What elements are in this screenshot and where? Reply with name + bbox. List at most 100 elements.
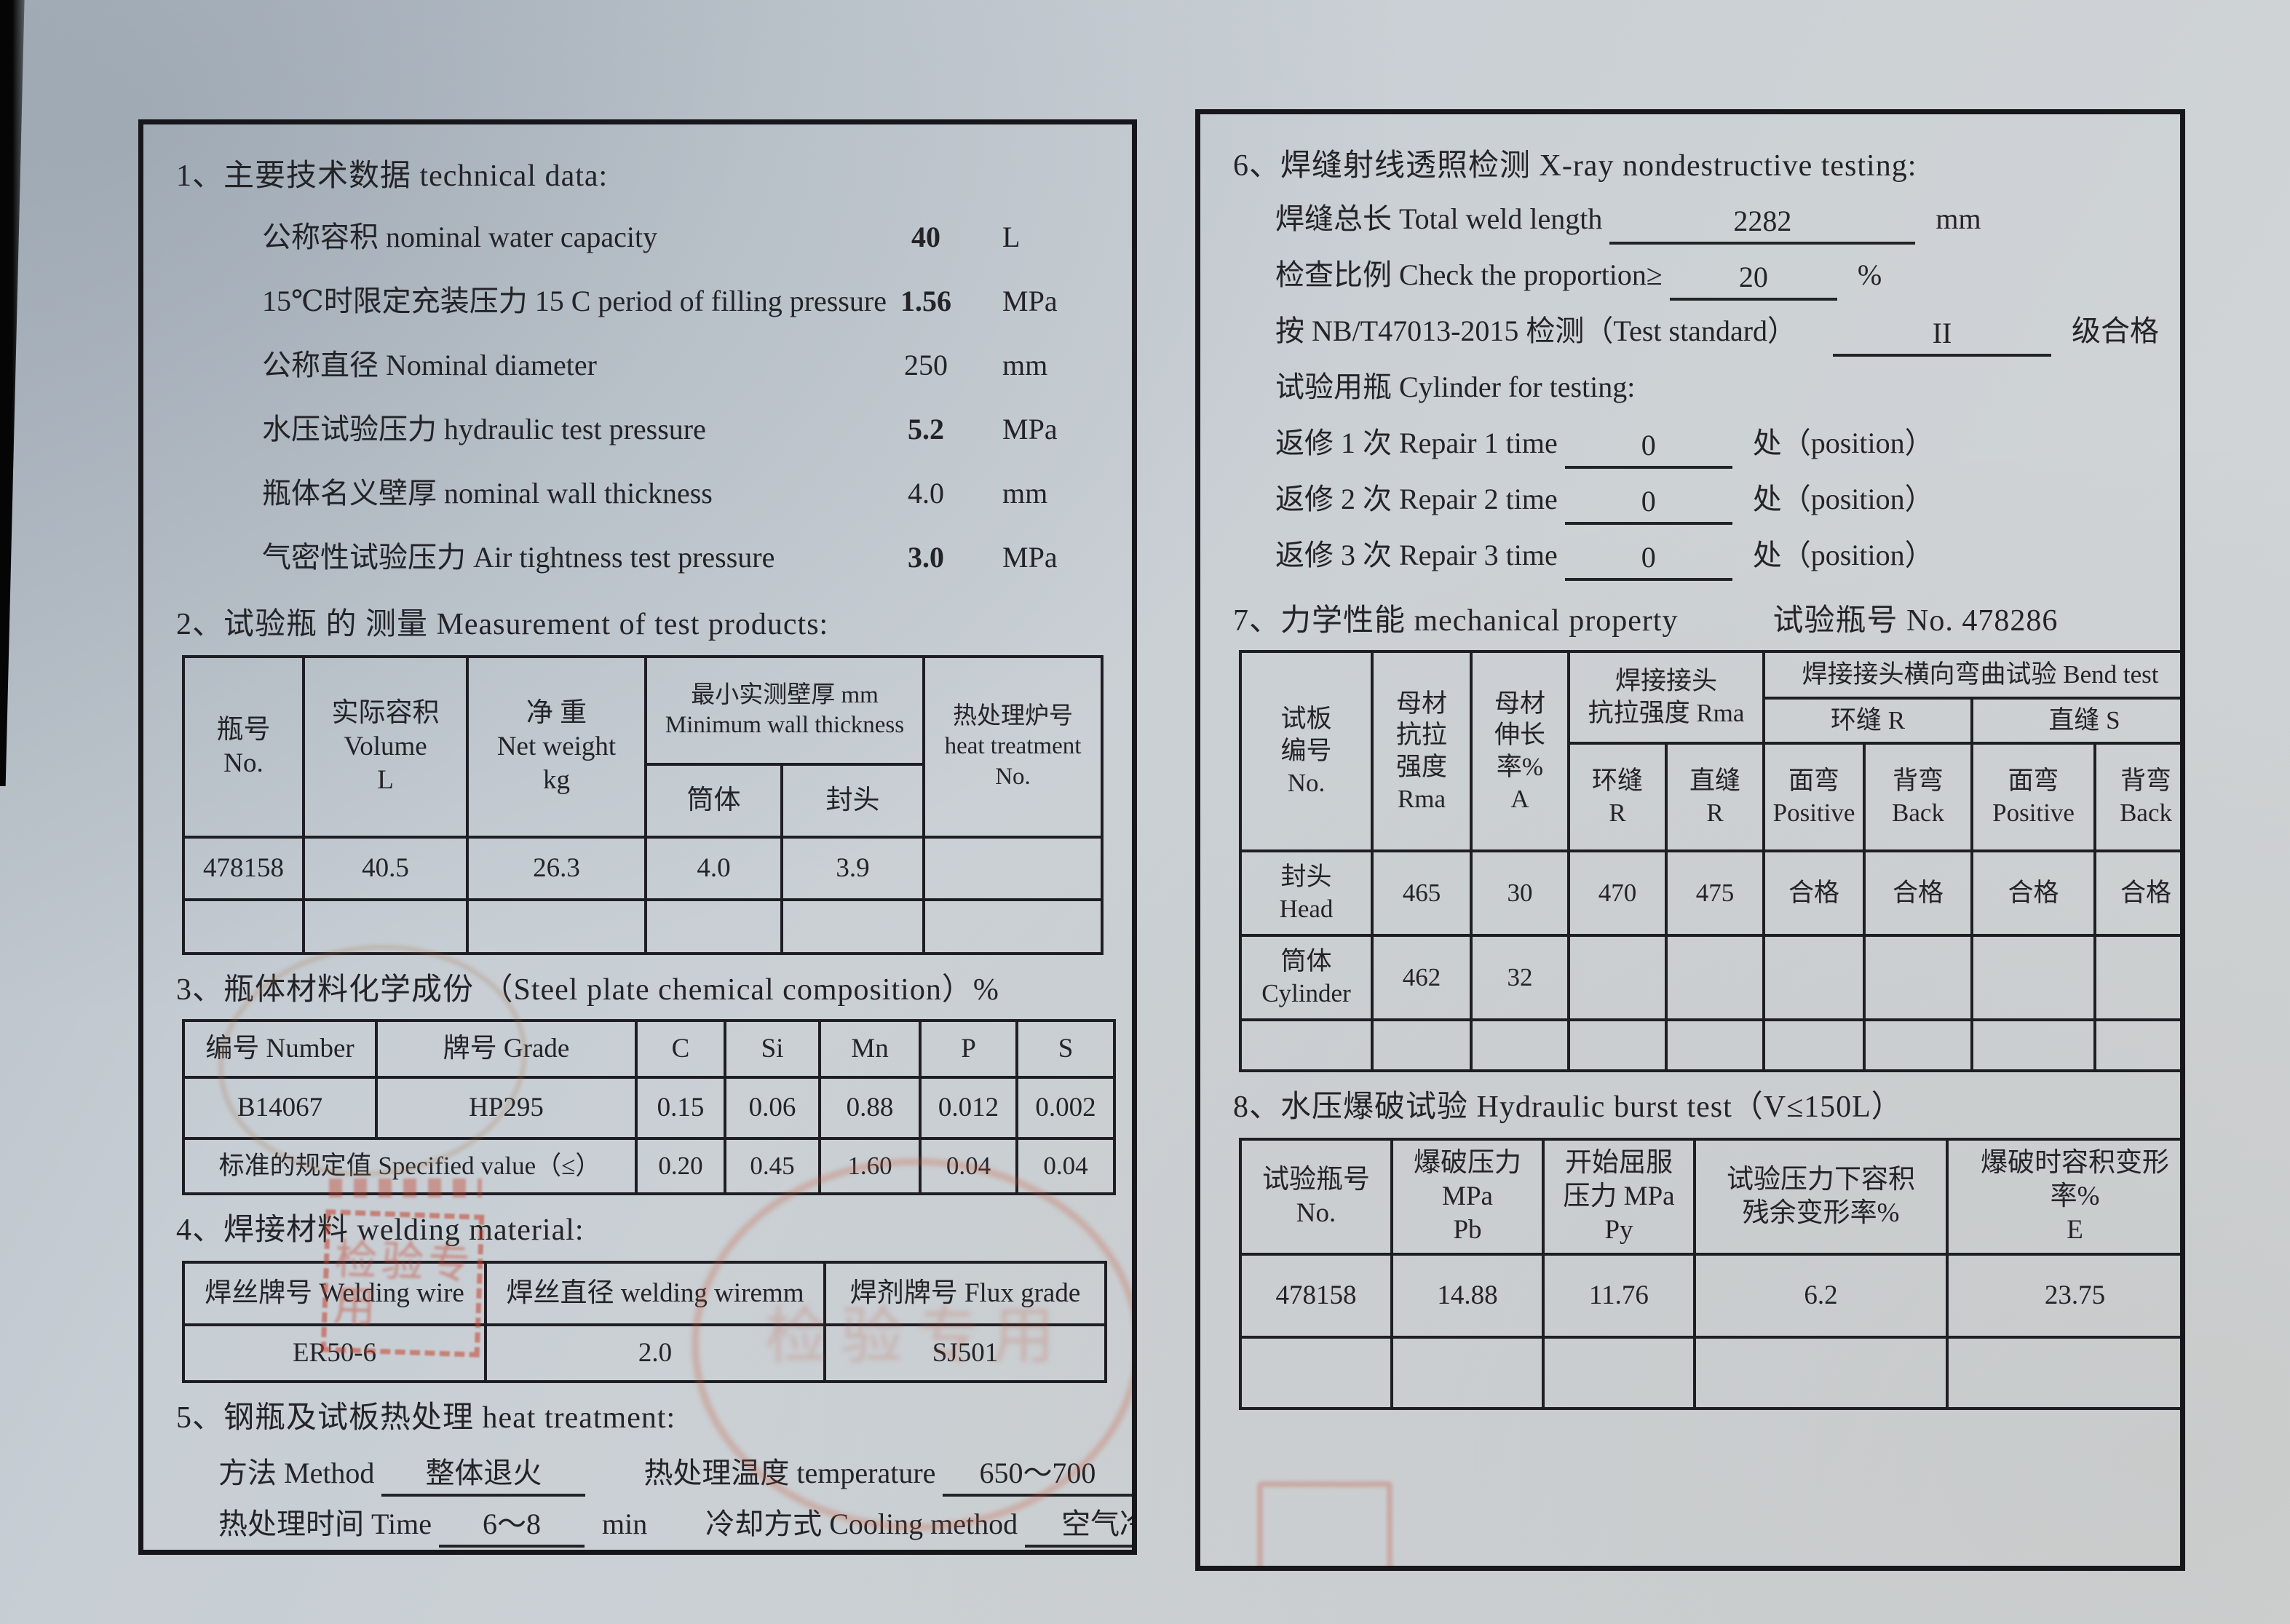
col-header-base-tensile: 母材 抗拉 强度 Rma [1371,650,1473,852]
spec-label: 水压试验压力 hydraulic test pressure [262,413,706,445]
time-label: 热处理时间 Time [218,1508,432,1540]
col-header-face-bend-2: 面弯 Positive [1970,742,2097,852]
cooling-label: 冷却方式 Cooling method [705,1508,1018,1540]
col-header-number: 编号 Number [182,1019,378,1079]
spec-value: 250 [904,349,948,381]
col-header-back-bend-1: 背弯 Back [1863,742,1974,852]
col-header-head: 封头 [780,763,925,839]
col-header-grade: 牌号 Grade [375,1019,638,1079]
repair1-line: 返修 1 次 Repair 1 time 0 处（position） [1233,418,2151,474]
spec-unit: MPa [1002,413,1058,445]
right-page-content: 6、焊缝射线透照检测 X-ray nondestructive testing:… [1200,114,2180,1566]
col-header-burst-deformation: 爆破时容积变形 率% E [1946,1138,2180,1256]
test-standard-value: II [1833,313,2052,357]
measurement-table: 瓶号 No. 实际容积 Volume L 净 重 Net weight kg 最… [182,655,1104,955]
left-page-content: 1、主要技术数据 technical data: 公称容积 nominal wa… [143,124,1132,1550]
cell-flux-grade: SJ501 [823,1323,1107,1383]
cylinder-for-testing-label: 试验用瓶 Cylinder for testing: [1275,371,1636,403]
certificate-left-page: 1、主要技术数据 technical data: 公称容积 nominal wa… [138,119,1137,1555]
repair-position-suffix: 处（position） [1752,427,1934,459]
col-header-si: Si [724,1019,821,1079]
table-row-cylinder: 筒体 Cylinder 462 32 [1239,934,2180,1021]
chemical-composition-table: 编号 Number 牌号 Grade C Si Mn P S B14067 HP… [182,1019,1116,1195]
col-header-weld-tensile: 焊接接头 抗拉强度 Rma [1566,650,1766,745]
spec-value: 40 [911,221,940,253]
cooling-value: 空气冷却 [1025,1504,1132,1548]
col-header-volume: 实际容积 Volume L [302,655,469,839]
repair2-line: 返修 2 次 Repair 2 time 0 处（position） [1233,474,2151,530]
section7-bottle-no: 试验瓶号 No. 478286 [1772,604,2059,638]
col-header-bottle-no: 瓶号 No. [182,655,305,839]
check-proportion-line: 检查比例 Check the proportion≥ 20 % [1233,250,2151,306]
repair1-value: 0 [1564,425,1732,469]
repair2-value: 0 [1564,481,1732,525]
spec-label: 15℃时限定充装压力 15 C period of filling pressu… [262,285,887,317]
col-header-burst-pressure: 爆破压力 MPa Pb [1390,1138,1545,1256]
spec-row-air-tightness: 气密性试验压力 Air tightness test pressure 3.0 … [176,526,1103,590]
spec-row-diameter: 公称直径 Nominal diameter 250 mm [176,333,1103,397]
spec-row-capacity: 公称容积 nominal water capacity 40 L [176,205,1103,269]
check-proportion-value: 20 [1669,257,1837,301]
weld-length-line: 焊缝总长 Total weld length 2282 mm [1233,194,2151,250]
col-header-face-bend-1: 面弯 Positive [1762,742,1866,852]
col-header-straight-seam-r: 直缝 R [1664,742,1766,852]
cell-net-weight: 26.3 [466,836,647,901]
col-header-c: C [635,1019,726,1079]
table-row-specified: 标准的规定值 Specified value（≤） 0.20 0.45 1.60… [182,1137,1116,1195]
cell-welding-wire: ER50-6 [182,1323,487,1383]
method-label: 方法 Method [218,1457,375,1489]
spec-row-filling-pressure: 15℃时限定充装压力 15 C period of filling pressu… [176,269,1103,333]
cell-specified-label: 标准的规定值 Specified value（≤） [182,1137,638,1195]
section3-title: 3、瓶体材料化学成份 （Steel plate chemical composi… [176,973,999,1007]
section7-title: 7、力学性能 mechanical property [1233,604,1679,638]
cell-volume: 40.5 [302,836,469,901]
section5-title: 5、钢瓶及试板热处理 heat treatment: [176,1401,676,1435]
col-header-min-wall: 最小实测壁厚 mm Minimum wall thickness [644,655,925,766]
cylinder-for-testing-line: 试验用瓶 Cylinder for testing: [1233,362,2151,418]
spec-unit: mm [1002,477,1048,510]
repair1-label: 返修 1 次 Repair 1 time [1275,427,1558,459]
col-header-furnace-no: 热处理炉号 heat treatment No. [922,655,1104,839]
col-header-p: P [919,1019,1018,1079]
spec-unit: L [1002,221,1021,253]
col-header-mn: Mn [818,1019,922,1079]
col-header-bend-test: 焊接接头横向弯曲试验 Bend test [1762,650,2180,700]
welding-material-table: 焊丝牌号 Welding wire 焊丝直径 welding wiremm 焊剂… [182,1261,1107,1383]
col-header-base-elongation: 母材 伸长 率% A [1470,650,1570,852]
spec-value: 5.2 [908,413,944,445]
table-row-empty [1239,1018,2180,1072]
col-header-bottle-no: 试验瓶号 No. [1239,1138,1393,1256]
col-header-specimen-no: 试板 编号 No. [1239,650,1374,852]
hydraulic-burst-table: 试验瓶号 No. 爆破压力 MPa Pb 开始屈服 压力 MPa Py 试验压力… [1239,1138,2180,1410]
spec-value: 3.0 [908,541,944,574]
spec-value: 4.0 [908,477,944,510]
section4-title: 4、焊接材料 welding material: [176,1213,585,1247]
spec-label: 公称容积 nominal water capacity [262,221,658,253]
table-row: ER50-6 2.0 SJ501 [182,1323,1107,1383]
mechanical-property-table: 试板 编号 No. 母材 抗拉 强度 Rma 母材 伸长 率% A 焊接接头 抗… [1239,650,2180,1072]
section1-title: 1、主要技术数据 technical data: [176,159,609,193]
cell-grade: HP295 [375,1076,638,1140]
repair3-line: 返修 3 次 Repair 3 time 0 处（position） [1233,530,2151,586]
cell-number: B14067 [182,1076,378,1140]
col-header-flux-grade: 焊剂牌号 Flux grade [823,1261,1107,1326]
technical-data-list: 公称容积 nominal water capacity 40 L 15℃时限定充… [176,205,1103,590]
section2-title: 2、试验瓶 的 测量 Measurement of test products: [176,608,829,641]
time-unit: min [602,1508,648,1540]
method-value: 整体退火 [381,1453,586,1497]
col-header-residual-deformation: 试验压力下容积 残余变形率% [1693,1138,1949,1256]
spec-unit: MPa [1002,285,1058,317]
test-standard-line: 按 NB/T47013-2015 检测（Test standard） II 级合… [1233,306,2159,362]
col-header-back-bend-2: 背弯 Back [2093,742,2180,852]
weld-length-unit: mm [1936,202,1981,235]
time-value: 6～8 [439,1504,585,1548]
table-row: B14067 HP295 0.15 0.06 0.88 0.012 0.002 [182,1076,1116,1140]
temperature-value: 650～700 [943,1453,1132,1497]
repair-position-suffix: 处（position） [1752,539,1934,571]
section7-title-row: 7、力学性能 mechanical property 试验瓶号 No. 4782… [1233,602,2151,640]
col-header-net-weight: 净 重 Net weight kg [466,655,647,839]
heat-treatment-line-2: 热处理时间 Time 6～8 min 冷却方式 Cooling method 空… [176,1501,1132,1550]
cell-furnace-no [922,836,1104,901]
table-row: 478158 40.5 26.3 4.0 3.9 [182,836,1104,901]
col-header-ring-seam-group: 环缝 R [1762,697,1974,745]
